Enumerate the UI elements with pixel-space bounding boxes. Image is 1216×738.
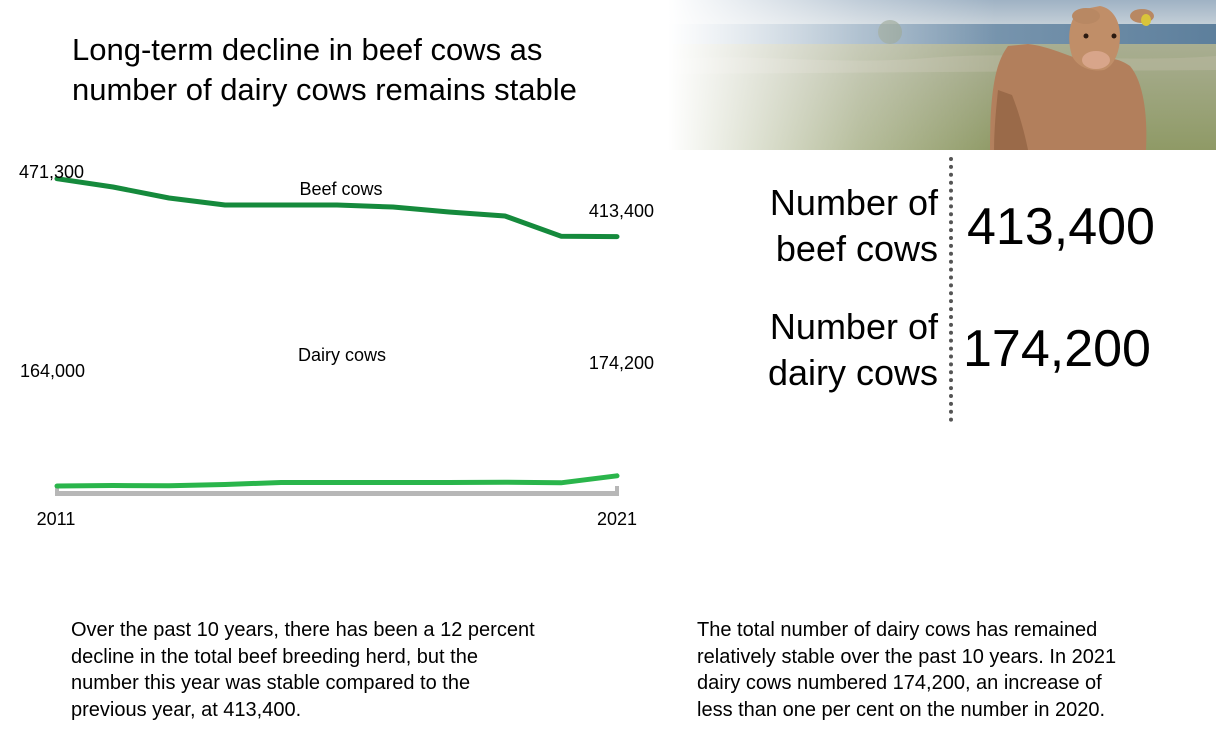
dairy-cows-series-label: Dairy cows [298, 345, 386, 365]
title-line-1: Long-term decline in beef cows as [72, 32, 543, 67]
beef-stat-label-line-1: Number of [769, 182, 938, 223]
dairy-cows-start-label: 164,000 [20, 361, 85, 381]
dairy-cows-end-label: 174,200 [589, 353, 654, 373]
stats-divider [949, 157, 953, 422]
beef-description-line: number this year was stable compared to … [71, 672, 471, 694]
cow-in-field-icon [668, 0, 1216, 150]
beef-cows-end-label: 413,400 [589, 201, 654, 221]
x-tick-label-start: 2011 [37, 509, 76, 529]
dairy-description-line: relatively stable over the past 10 years… [697, 645, 1117, 668]
beef-stat-value: 413,400 [967, 198, 1155, 256]
dairy-stat-label: Number of dairy cows [638, 304, 938, 396]
cattle-line-chart: 2011 2021 Beef cows 471,300 413,400 Dair… [19, 162, 654, 529]
beef-stat-label: Number of beef cows [638, 180, 938, 272]
dairy-stat-label-line-1: Number of [769, 306, 938, 347]
dairy-cows-line [54, 473, 620, 489]
cow-photo [668, 0, 1216, 150]
dairy-stat-label-line-2: dairy cows [767, 352, 938, 393]
dairy-description-line: The total number of dairy cows has remai… [697, 619, 1098, 641]
x-tick-label-end: 2021 [597, 509, 637, 529]
beef-description-line: Over the past 10 years, there has been a… [71, 619, 535, 641]
beef-cows-series-label: Beef cows [299, 179, 382, 199]
dairy-description: The total number of dairy cows has remai… [697, 617, 1197, 723]
dairy-stat-value: 174,200 [963, 320, 1151, 378]
beef-cows-start-label: 471,300 [19, 162, 84, 182]
title-line-2: number of dairy cows remains stable [72, 72, 577, 107]
beef-cows-line [54, 176, 620, 240]
beef-description: Over the past 10 years, there has been a… [71, 617, 631, 723]
dairy-description-line: dairy cows numbered 174,200, an increase… [697, 672, 1102, 694]
dairy-description-line: less than one per cent on the number in … [697, 698, 1106, 721]
beef-stat-label-line-2: beef cows [775, 228, 938, 269]
beef-description-line: previous year, at 413,400. [71, 698, 302, 721]
beef-description-line: decline in the total beef breeding herd,… [71, 645, 478, 668]
page-title: Long-term decline in beef cows as number… [72, 30, 652, 110]
